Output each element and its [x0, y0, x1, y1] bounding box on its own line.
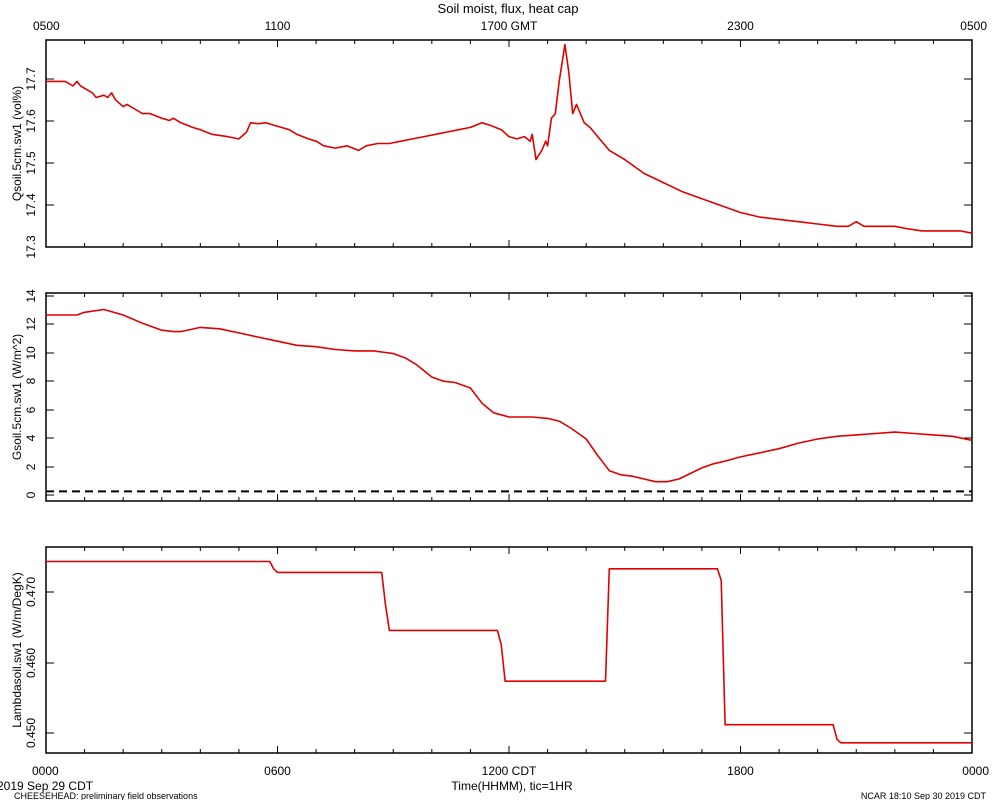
top-tick-label: 0500 [33, 19, 60, 33]
bottom-tick-label: 1200 CDT [482, 764, 537, 778]
y-tick-label: 8 [24, 377, 38, 384]
bottom-tick-label: 0000 [32, 764, 59, 778]
y-axis-label: Gsoil.5cm.sw1 (W/m^2) [10, 334, 24, 460]
x-axis-label: Time(HHMM), tic=1HR [451, 779, 573, 793]
top-tick-label: 0500 [960, 19, 987, 33]
date-label: 2019 Sep 29 CDT [0, 779, 94, 793]
y-tick-label: 2 [24, 463, 38, 470]
y-axis-label: Lambdasoil.sw1 (W/m/DegK) [10, 572, 24, 727]
panel-frame [45, 292, 973, 502]
y-tick-label: 4 [24, 434, 38, 441]
y-tick-label: 17.3 [24, 235, 38, 259]
y-tick-label: 0 [24, 491, 38, 498]
top-tick-label: 1100 [265, 19, 291, 33]
footer-left: CHEESEHEAD: preliminary field observatio… [14, 791, 198, 800]
bottom-tick-label: 0000 [962, 764, 989, 778]
y-tick-label: 10 [24, 346, 38, 360]
y-tick-label: 0.450 [24, 718, 38, 748]
top-tick-label: 1700 GMT [481, 19, 538, 33]
series-line [46, 308, 973, 483]
panel-frame [45, 546, 973, 754]
y-tick-label: 12 [24, 317, 38, 331]
y-tick-label: 0.460 [24, 648, 38, 678]
figure-title: Soil moist, flux, heat cap [438, 1, 579, 16]
y-axis-label: Qsoil.5cm.sw1 (vol%) [10, 86, 24, 201]
y-tick-label: 6 [24, 406, 38, 413]
footer-right: NCAR 18:10 Sep 30 2019 CDT [861, 791, 987, 800]
y-tick-label: 17.4 [24, 193, 38, 217]
y-tick-label: 17.5 [24, 151, 38, 175]
series-line [46, 43, 973, 234]
bottom-axis: 0000 0600 1200 CDT 1800 0000 [32, 764, 989, 778]
panel-frame [45, 39, 973, 248]
top-axis: 0500 1100 1700 GMT 2300 0500 [33, 19, 987, 33]
y-tick-label: 17.6 [24, 109, 38, 133]
bottom-tick-label: 0600 [264, 764, 291, 778]
y-tick-label: 17.7 [24, 67, 38, 91]
top-tick-label: 2300 [727, 19, 754, 33]
panel-2: 0 2 4 6 8 10 12 14 Gsoil.5cm.sw1 (W/m^2) [10, 289, 973, 502]
y-tick-label: 14 [24, 289, 38, 303]
y-tick-label: 0.470 [24, 577, 38, 607]
bottom-tick-label: 1800 [727, 764, 754, 778]
series-line [46, 560, 972, 744]
